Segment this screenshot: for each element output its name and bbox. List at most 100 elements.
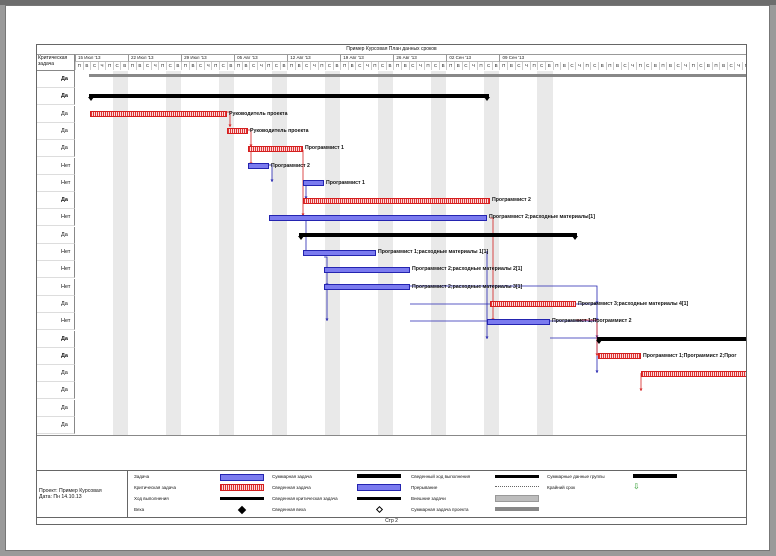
critical-task-bar[interactable] bbox=[641, 370, 746, 377]
critical-flag-cell: Да bbox=[37, 226, 75, 244]
timescale-day: В bbox=[507, 62, 515, 70]
legend-swatch-rolled bbox=[357, 484, 401, 491]
timescale-day: П bbox=[370, 62, 379, 70]
timescale-day: П bbox=[658, 62, 667, 70]
timescale-day: В bbox=[173, 62, 182, 70]
critical-task-bar[interactable] bbox=[90, 111, 227, 118]
timescale-day: С bbox=[219, 62, 227, 70]
critical-task-bar[interactable] bbox=[248, 145, 303, 152]
critical-flag-cell: Да bbox=[37, 88, 75, 106]
legend-swatch-critical bbox=[220, 484, 264, 491]
task-bar[interactable] bbox=[248, 163, 269, 169]
task-bar[interactable] bbox=[487, 318, 550, 325]
task-bar[interactable] bbox=[303, 249, 376, 256]
legend-swatch-summary bbox=[357, 474, 401, 478]
timescale-day: С bbox=[378, 62, 386, 70]
timescale-day: П bbox=[393, 62, 401, 70]
task-resource-label: Программист 2 bbox=[492, 197, 531, 204]
timescale-week: 19 Авг '13 bbox=[340, 54, 394, 62]
critical-task-bar[interactable] bbox=[227, 128, 248, 135]
link-arrow-icon bbox=[595, 301, 599, 304]
timescale-day: П bbox=[75, 62, 83, 70]
legend-date: Дата: Пн 14.10.13 bbox=[39, 494, 82, 500]
timescale-day: П bbox=[340, 62, 348, 70]
timescale-day: П bbox=[552, 62, 561, 70]
summary-task-bar[interactable] bbox=[88, 94, 490, 102]
timescale-day: П bbox=[264, 62, 273, 70]
critical-flag-cell: Да bbox=[37, 105, 75, 123]
timescale-day: П bbox=[499, 62, 507, 70]
critical-flag-cell: Да bbox=[37, 295, 75, 313]
dependency-link bbox=[269, 164, 273, 182]
critical-flag-cell: Да bbox=[37, 347, 75, 365]
critical-flag-cell: Нет bbox=[37, 157, 75, 175]
dependency-link bbox=[376, 285, 598, 373]
legend-label-milestone: Веха bbox=[134, 507, 145, 512]
summary-task-bar[interactable] bbox=[596, 336, 746, 344]
legend-label-deadline: Крайний срок bbox=[547, 485, 576, 490]
legend-label-critical-task: Критическая задача bbox=[134, 485, 177, 490]
critical-task-bar[interactable] bbox=[490, 301, 576, 308]
critical-flag-cell: Да bbox=[37, 382, 75, 400]
timescale-day: В bbox=[560, 62, 568, 70]
timescale-day: С bbox=[302, 62, 310, 70]
task-resource-label: Программист 2;расходные материалы 2[1] bbox=[412, 266, 523, 273]
summary-task-bar[interactable] bbox=[298, 232, 578, 240]
project-summary-bar[interactable] bbox=[89, 74, 746, 77]
deadline-arrow-icon: ⇩ bbox=[633, 482, 640, 491]
critical-task-bar[interactable] bbox=[303, 197, 490, 204]
timescale-day: С bbox=[90, 62, 98, 70]
weekend-shading bbox=[219, 71, 235, 435]
critical-flag-cell: Да bbox=[37, 140, 75, 158]
critical-flag-cell: Да bbox=[37, 399, 75, 417]
legend-label-project-summary: Суммарная задача проекта bbox=[411, 507, 469, 512]
timescale-day: П bbox=[287, 62, 295, 70]
legend-swatch-external bbox=[495, 495, 539, 502]
task-bar[interactable] bbox=[269, 214, 487, 221]
timescale-day: В bbox=[719, 62, 727, 70]
chart-empty-area bbox=[37, 435, 746, 471]
timescale-day: П bbox=[423, 62, 432, 70]
legend-label-rolled-critical: Сведенная критическая задача bbox=[272, 496, 338, 501]
task-resource-label: Программист 2;расходные материалы[1] bbox=[489, 214, 595, 221]
weekend-shading bbox=[165, 71, 182, 435]
timescale-day: П bbox=[711, 62, 720, 70]
task-resource-label: Программист 1 bbox=[326, 179, 365, 186]
link-arrow-icon bbox=[270, 179, 274, 182]
timescale-day: П bbox=[211, 62, 219, 70]
timescale-day: Ч bbox=[734, 62, 742, 70]
timescale-day: П bbox=[446, 62, 454, 70]
task-resource-label: Программист 2 bbox=[271, 162, 310, 169]
legend-milestone-icon bbox=[237, 505, 247, 515]
critical-task-bar[interactable] bbox=[598, 353, 641, 360]
timescale-day: В bbox=[666, 62, 674, 70]
legend-swatch-rolled-critical bbox=[357, 497, 401, 500]
timescale-week: 22 Июл '13 bbox=[128, 54, 182, 62]
timescale-day: С bbox=[643, 62, 652, 70]
timescale-day: С bbox=[726, 62, 735, 70]
dependency-link bbox=[576, 319, 598, 356]
task-bar[interactable] bbox=[324, 284, 410, 291]
timescale-day: Ч bbox=[416, 62, 424, 70]
timescale-day: С bbox=[112, 62, 121, 70]
critical-flag-cell: Да bbox=[37, 365, 75, 383]
timescale-day: В bbox=[82, 62, 91, 70]
task-resource-label: Программист 2;расходные материалы 3[1] bbox=[412, 283, 523, 290]
task-bar[interactable] bbox=[324, 266, 410, 273]
timescale-day: В bbox=[279, 62, 288, 70]
timescale-day: В bbox=[400, 62, 409, 70]
critical-flag-cell: Нет bbox=[37, 278, 75, 296]
timescale-day: Ч bbox=[203, 62, 212, 70]
task-bar[interactable] bbox=[303, 180, 324, 187]
window-top-bar bbox=[0, 0, 776, 5]
gantt-sheet: Пример Курсовая План данных сроков Крити… bbox=[36, 44, 747, 525]
timescale-day: С bbox=[431, 62, 439, 70]
timescale-day: С bbox=[196, 62, 204, 70]
link-arrow-icon bbox=[595, 353, 599, 356]
task-resource-label: Руководитель проекта bbox=[229, 110, 288, 117]
timescale-day: Ч bbox=[575, 62, 583, 70]
timescale-day: В bbox=[454, 62, 462, 70]
timescale-week: 05 Авг '13 bbox=[234, 54, 288, 62]
link-arrow-icon bbox=[325, 318, 329, 321]
timescale-day: В bbox=[385, 62, 394, 70]
